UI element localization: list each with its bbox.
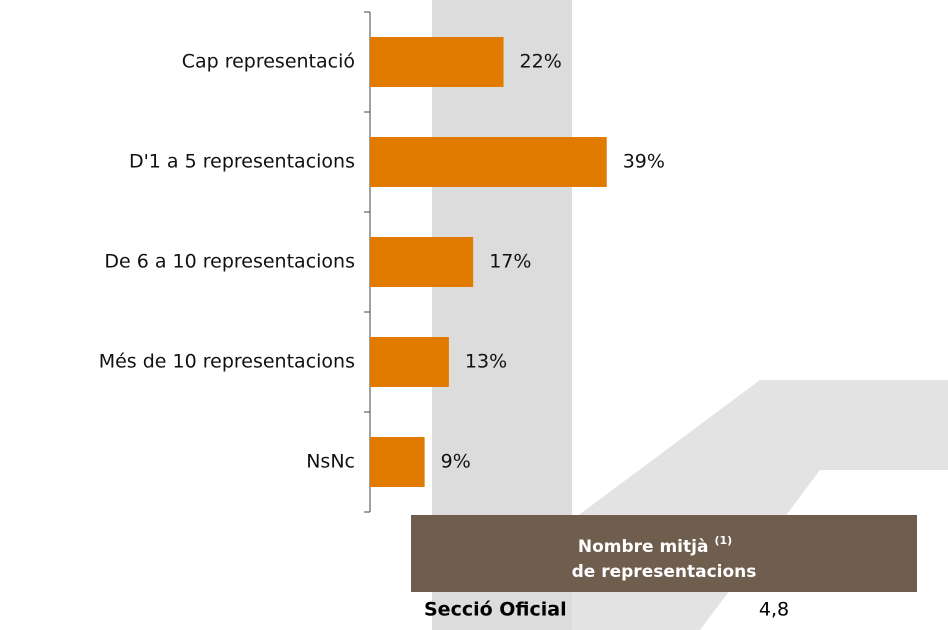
category-label: D'1 a 5 representacions (129, 151, 355, 173)
category-label: NsNc (306, 451, 355, 473)
table-header-line: de representacions (572, 562, 757, 582)
table-header: Nombre mitjà (1) (578, 534, 732, 557)
bar (370, 237, 474, 287)
bar (370, 437, 425, 487)
bar (370, 137, 607, 187)
table-header-note: (1) (714, 534, 732, 547)
table-cell: Secció Oficial (424, 599, 567, 621)
table-cell: 4,8 (759, 599, 789, 621)
bars: 22% Cap representació 39% D'1 a 5 represent… (99, 11, 665, 513)
category-label: De 6 a 10 representacions (104, 251, 355, 273)
table-header-box (411, 515, 917, 592)
value-label: 17% (489, 251, 531, 273)
bar (370, 37, 504, 87)
category-label: Més de 10 representacions (99, 351, 355, 373)
value-label: 9% (441, 451, 471, 473)
diagonal (572, 380, 948, 630)
value-label: 39% (623, 151, 665, 173)
value-label: 22% (520, 51, 562, 73)
bar (370, 337, 449, 387)
table-header-line: Nombre mitjà (578, 537, 709, 557)
category-label: Cap representació (182, 51, 355, 73)
value-label: 13% (465, 351, 507, 373)
